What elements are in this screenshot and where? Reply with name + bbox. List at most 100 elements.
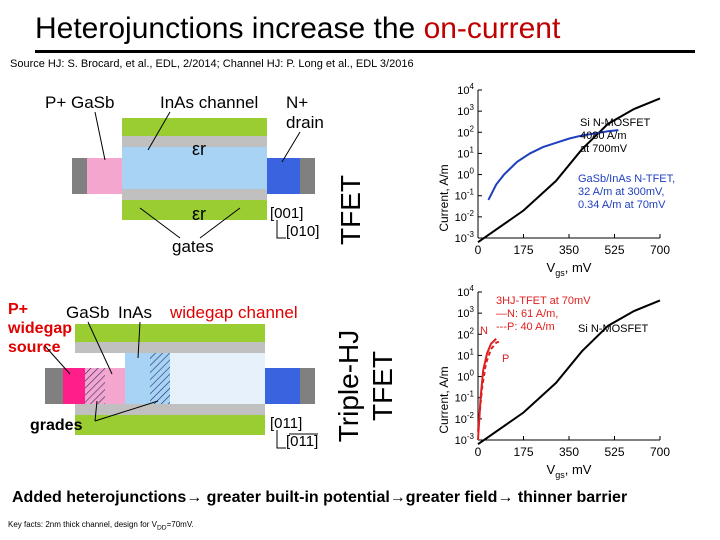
y-tick-label: 10-3 [455,432,475,447]
slide-title: Heterojunctions increase the on-current [35,12,560,46]
top-oxide-lower [122,189,267,200]
annotation-text: 3HJ-TFET at 70mV [496,295,591,307]
y-tick-label: 100 [457,369,474,384]
bottom-callout-grade-1 [94,400,98,422]
x-axis-label: Vgs, mV [547,462,592,480]
x-tick-label: 175 [513,445,533,459]
y-axis-label: Current, A/m [437,164,451,231]
top-inas-channel [122,147,267,189]
bottom-axis-1: [011] [270,415,302,432]
key-facts-sub: DD [156,524,167,532]
bottom-oxide-lower [75,404,265,415]
x-tick-label: 350 [559,445,579,459]
bottom-widegap-channel [170,353,265,404]
y-tick-label: 10-1 [455,188,475,203]
title-highlight: on-current [423,12,561,45]
bottom-label-channel: widegap channel [169,303,298,322]
title-underline [35,50,695,53]
annotation-text: 0.34 A/m at 70mV [578,199,666,211]
y-tick-label: 10-1 [455,390,475,405]
top-drain-contact [300,158,315,194]
annotation-text: GaSb/InAs N-TFET, [578,173,675,185]
top-callout-channel [147,111,171,151]
x-tick-label: 350 [559,243,579,257]
top-source-contact [72,158,87,194]
y-tick-label: 101 [457,347,474,362]
y-tick-label: 104 [457,82,474,97]
triple-hj-diagram: P+ widegap source GaSb InAs widegap chan… [7,301,398,450]
top-label-drain-2: drain [286,113,324,132]
x-tick-label: 0 [475,445,482,459]
top-drain [267,158,300,194]
top-axis-1: [001] [270,205,303,222]
bottom-drain [265,368,300,404]
bottom-side-label-1: Triple-HJ [333,330,364,443]
bottom-label-p3: source [8,339,61,356]
top-side-label: TFET [335,175,366,245]
x-axis-label: Vgs, mV [547,260,592,278]
bottom-iv-chart: 10-3 10-2 10-1 100 101 102 103 104 0 175 350 525 700… [437,284,670,480]
bottom-drain-contact [300,368,315,404]
series-line [477,339,502,432]
y-tick-label: 103 [457,305,474,320]
bottom-grade-hatch-2 [150,353,170,404]
bottom-label-grades: grades [30,417,83,434]
annotation-text: 4080 A/m [580,130,626,142]
y-tick-label: 102 [457,124,474,139]
x-tick-label: 700 [650,445,670,459]
annotation-text: at 700mV [580,143,628,155]
y-tick-label: 100 [457,167,474,182]
x-tick-label: 525 [604,243,624,257]
key-facts-tail: =70mV. [166,520,194,529]
top-axis-arrow [276,220,286,239]
bottom-axis-arrow [276,430,286,449]
top-callout-gate-2 [199,207,241,239]
top-label-eps-bottom: εr [192,204,206,224]
y-axis-label: Current, A/m [437,366,451,433]
bottom-widegap-source [63,368,85,404]
top-iv-chart: 10-3 10-2 10-1 100 101 102 103 104 0 175 350 525 700… [437,82,675,278]
y-tick-label: 104 [457,284,474,299]
y-tick-label: 10-2 [455,209,475,224]
key-facts: Key facts: 2nm thick channel, design for… [8,520,194,532]
series-line [477,299,661,446]
top-label-channel: InAs channel [160,93,258,112]
title-main: Heterojunctions increase the [35,12,424,45]
top-label-gates: gates [172,237,214,256]
annotation-text: 32 A/m at 300mV, [578,186,664,198]
top-oxide-upper [122,136,267,147]
bottom-label-p2: widegap [7,320,72,337]
bottom-gate-lower [75,415,265,435]
bottom-oxide-upper [75,342,265,353]
annotation-text: Si N-MOSFET [578,323,649,335]
bottom-callout-grade-2 [94,400,159,422]
top-label-source: P+ GaSb [45,93,114,112]
bottom-axis-2: [011] [286,433,318,450]
annotation-text: N [480,325,488,337]
bottom-callout-inas [137,321,141,359]
conclusion-text: Added heterojunctions→ greater built-in … [12,489,628,506]
bottom-grade-hatch-1 [85,368,105,404]
bottom-gate-upper [75,324,265,342]
y-tick-label: 102 [457,326,474,341]
x-tick-label: 175 [513,243,533,257]
top-callout-source [94,111,106,161]
bottom-label-inas: InAs [118,303,152,322]
y-tick-label: 10-3 [455,230,475,245]
top-gasb-source [87,158,122,194]
bottom-label-p1: P+ [8,301,28,318]
bottom-side-label-2: TFET [367,351,398,421]
bottom-label-gasb: GaSb [66,303,109,322]
annotation-text: P [502,353,509,365]
annotation-text: Si N-MOSFET [580,117,651,129]
top-axis-2: [010] [286,223,319,240]
top-callout-drain [281,131,301,163]
source-citation: Source HJ: S. Brocard, et al., EDL, 2/20… [10,58,414,70]
annotation-text: ---P: 40 A/m [496,321,555,333]
top-callout-gate-1 [139,207,181,239]
top-label-eps-top: εr [192,139,206,159]
top-tfet-diagram: P+ GaSb InAs channel N+ drain εr εr gate… [45,93,366,256]
annotation-text: —N: 61 A/m, [496,308,558,320]
bottom-gasb [105,368,125,404]
series-line [477,97,661,244]
